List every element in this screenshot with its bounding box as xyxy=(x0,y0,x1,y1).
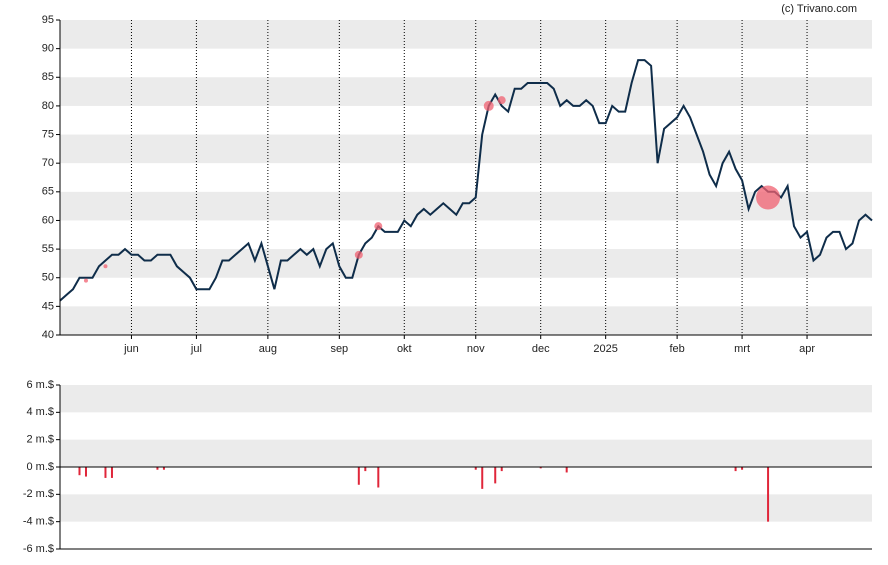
y-tick-label: 95 xyxy=(42,14,54,26)
y-tick-label: 60 xyxy=(42,214,54,226)
x-tick-label: sep xyxy=(330,343,348,355)
x-tick-label: okt xyxy=(397,343,412,355)
grid-band xyxy=(60,20,872,49)
x-tick-label: jul xyxy=(190,343,202,355)
y-tick-label: -4 m.$ xyxy=(23,516,54,528)
x-tick-label: 2025 xyxy=(593,343,617,355)
y-tick-label: 70 xyxy=(42,157,54,169)
x-tick-label: mrt xyxy=(734,343,750,355)
bar xyxy=(377,467,380,488)
grid-band xyxy=(60,191,872,221)
x-tick-label: dec xyxy=(532,343,550,355)
grid-band xyxy=(60,77,872,106)
y-tick-label: 65 xyxy=(42,186,54,198)
bar xyxy=(364,467,367,472)
y-tick-label: 4 m.$ xyxy=(26,406,54,418)
x-tick-label: aug xyxy=(259,343,277,355)
y-tick-label: 75 xyxy=(42,128,54,140)
grid-band xyxy=(60,494,872,522)
trade-bubble xyxy=(374,222,383,231)
bar xyxy=(104,467,107,478)
x-tick-label: apr xyxy=(799,343,815,355)
y-tick-label: 6 m.$ xyxy=(26,379,54,391)
bar xyxy=(539,467,542,469)
x-tick-label: feb xyxy=(669,343,684,355)
grid-band xyxy=(60,249,872,278)
bar xyxy=(110,467,113,478)
credit: (c) Trivano.com xyxy=(781,3,857,15)
grid-band xyxy=(60,439,872,467)
bar xyxy=(565,467,568,473)
x-tick-label: jun xyxy=(123,343,139,355)
trade-bubble xyxy=(354,250,363,259)
price-line xyxy=(59,59,873,302)
trade-bubble xyxy=(497,96,506,105)
bar xyxy=(357,467,360,485)
bar xyxy=(156,467,159,470)
y-tick-label: 0 m.$ xyxy=(26,461,54,473)
bar xyxy=(162,467,165,470)
y-tick-label: 2 m.$ xyxy=(26,434,54,446)
bar xyxy=(741,467,744,470)
grid-band xyxy=(60,306,872,335)
bar xyxy=(474,467,477,470)
bar xyxy=(500,467,503,472)
bar xyxy=(767,467,770,522)
grid-band xyxy=(60,134,872,164)
y-tick-label: 40 xyxy=(42,329,54,341)
trade-bubble xyxy=(483,100,494,111)
y-tick-label: 90 xyxy=(42,43,54,55)
bar xyxy=(84,467,87,477)
y-tick-label: 80 xyxy=(42,100,54,112)
trade-bubble xyxy=(103,264,108,269)
bar xyxy=(78,467,81,476)
bar xyxy=(734,467,737,472)
y-tick-label: -2 m.$ xyxy=(23,488,54,500)
trade-bubble xyxy=(83,278,88,283)
y-tick-label: 45 xyxy=(42,300,54,312)
y-tick-label: -6 m.$ xyxy=(23,543,54,555)
y-tick-label: 85 xyxy=(42,71,54,83)
x-tick-label: nov xyxy=(467,343,485,355)
y-tick-label: 55 xyxy=(42,243,54,255)
bar xyxy=(494,467,497,484)
plot-bg xyxy=(60,20,872,335)
bar xyxy=(481,467,484,489)
trade-bubble xyxy=(756,185,781,210)
y-tick-label: 50 xyxy=(42,272,54,284)
grid-band xyxy=(60,385,872,413)
